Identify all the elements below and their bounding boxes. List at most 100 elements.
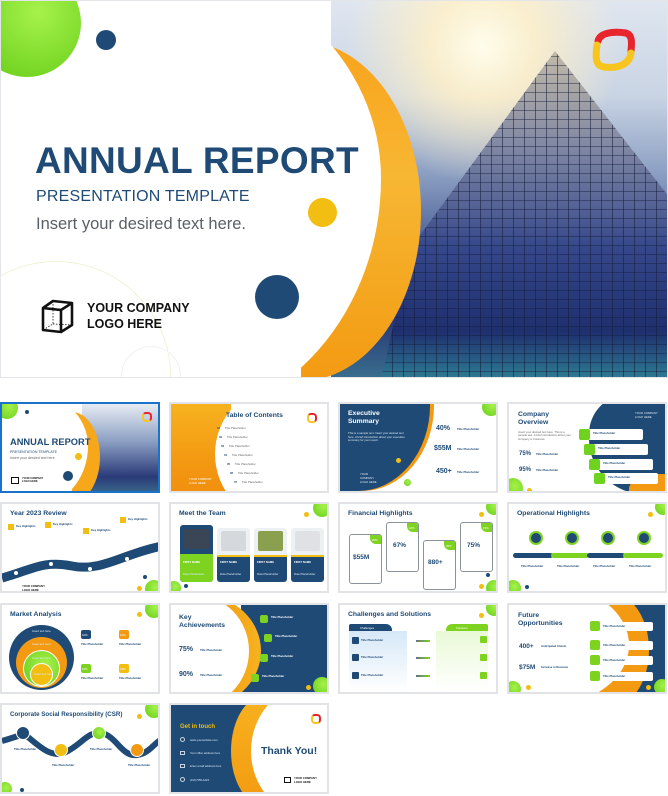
thumb-white-wave [2, 404, 88, 491]
stat-label: Title Placeholder [536, 468, 559, 472]
ring-label: Insert text here [32, 629, 51, 633]
thumb-body: This is a sample text. Insert your desir… [348, 431, 405, 443]
stat-tile [81, 664, 91, 673]
thumb-green-dot [482, 404, 496, 416]
solutions-header [446, 624, 488, 631]
solution-icon [480, 672, 487, 679]
thumb-yellow-dot [479, 584, 484, 589]
stat-value: 75% [519, 451, 532, 457]
thumb-green-dot [313, 677, 327, 692]
toc-label: Title Placeholder [229, 444, 250, 448]
thumb-yellow-dot [137, 586, 142, 591]
thumb-title: Operational Highlights [517, 510, 590, 517]
brand-logo-icon [592, 28, 635, 71]
slide-thumbnail-2[interactable]: Table of Contents 01 Title Placeholder 0… [169, 402, 329, 493]
brand-logo-icon [142, 412, 152, 422]
slide-thumbnail-5[interactable]: Year 2023 Review Key Highlights Key High… [0, 502, 160, 593]
thumb-company: YOUR COMPANY LOGO HERE [189, 477, 212, 485]
brand-logo-icon [307, 413, 317, 423]
item-card [581, 429, 643, 440]
thumb-navy-circle [63, 471, 73, 481]
team-card-bottom [291, 555, 324, 582]
yellow-dot-decoration [308, 198, 337, 227]
item-label: Title Placeholder [603, 624, 626, 628]
thumb-green-dot [486, 504, 496, 515]
item-card [593, 672, 653, 681]
csr-step-icon [92, 726, 106, 740]
fin-badge [444, 541, 455, 550]
thumb-navy-dot [143, 575, 147, 579]
thumb-navy-dot [525, 585, 529, 589]
slide-thumbnail-10[interactable]: Key Achievements 75% Title Placeholder 9… [169, 603, 329, 694]
slide-thumbnail-4[interactable]: Company Overview Insert your desired tex… [507, 402, 667, 493]
slide-thumbnail-3[interactable]: Executive Summary This is a sample text.… [338, 402, 498, 493]
toc-num: 05 [227, 462, 231, 466]
item-card [593, 641, 653, 650]
thumb-title: Executive [348, 410, 380, 417]
item-icon [584, 444, 595, 455]
thumb-green-dot [404, 479, 411, 486]
thumb-yellow-dot [648, 512, 653, 517]
slide-thumbnail-7[interactable]: Financial Highlights 25% $55M 12% 67% 45… [338, 502, 498, 593]
timeline-segment [587, 553, 625, 558]
stat-label: Title Placeholder [81, 642, 104, 646]
thumb-title: Challenges and Solutions [348, 611, 432, 618]
stat-value: 40% [436, 425, 451, 432]
thumb-title: Financial Highlights [348, 510, 413, 517]
solution-icon [480, 654, 487, 661]
thumb-title: Table of Contents [226, 412, 283, 419]
slide-thumbnail-13[interactable]: Corporate Social Responsibility (CSR) Ti… [0, 703, 160, 794]
member-role: Role Placeholder [294, 572, 316, 576]
quarter-badge [83, 528, 89, 534]
thumb-title: Market Analysis [10, 611, 62, 618]
item-label: Title Placeholder [271, 654, 294, 658]
member-name: FIRST NAME [294, 560, 312, 564]
team-photo [221, 531, 246, 551]
thumb-navy-dot [184, 584, 188, 588]
thumb-yellow-dot [479, 512, 484, 517]
stat-value: 400+ [519, 643, 534, 650]
company-name-line1: YOUR COMPANY [87, 301, 190, 315]
quarter-label: Key Highlights [91, 528, 111, 532]
slide-thumbnail-12[interactable]: Future Opportunities 400+ Anticipated Cl… [507, 603, 667, 694]
slide-thumbnail-8[interactable]: Operational Highlights Title Placeholder… [507, 502, 667, 593]
item-icon [590, 655, 600, 665]
slide-thumbnail-14[interactable]: Get in touch www.yourwebsite.com Your of… [169, 703, 329, 794]
slide-thumbnail-11[interactable]: Challenges and Solutions Challenges Solu… [338, 603, 498, 694]
challenge-label: Title Placeholder [361, 673, 384, 677]
arrow-icon [416, 640, 430, 642]
team-card-bottom [180, 554, 213, 582]
item-icon [590, 640, 600, 650]
item-icon [590, 621, 600, 631]
challenge-label: Title Placeholder [361, 655, 384, 659]
item-card [586, 444, 648, 455]
thumb-yellow-dot [304, 512, 309, 517]
item-label: Title Placeholder [262, 674, 285, 678]
stat-label: Anticipated Clients [541, 644, 567, 648]
quarter-badge [8, 524, 14, 530]
slide-thumbnail-6[interactable]: Meet the Team FIRST NAME Role Placeholde… [169, 502, 329, 593]
toc-num: 03 [221, 444, 225, 448]
stat-tile [119, 630, 129, 639]
thumb-company: YOUR COMPANY LOGO HERE [360, 472, 377, 484]
slide-thumbnail-9[interactable]: Market Analysis Insert text here Insert … [0, 603, 160, 694]
stat-label: Title Placeholder [119, 642, 142, 646]
globe-icon [180, 737, 185, 742]
thumb-green-dot [2, 404, 18, 419]
cube-logo-icon [284, 777, 291, 783]
item-label: Title Placeholder [603, 674, 626, 678]
thumb-green-dot [145, 705, 158, 718]
stat-label: Title Placeholder [457, 447, 480, 451]
arrow-icon [416, 675, 430, 677]
challenge-label: Title Placeholder [361, 638, 384, 642]
thumb-yellow-dot [396, 458, 401, 463]
thumb-company: YOUR COMPANY LOGO HERE [22, 584, 45, 592]
brand-logo-icon [311, 714, 321, 724]
challenges-header [349, 624, 392, 631]
slide-thumbnail-1[interactable]: ANNUAL REPORT PRESENTATION TEMPLATE Inse… [0, 402, 160, 493]
step-label: Title Placeholder [629, 564, 652, 568]
item-card [593, 656, 653, 665]
thumb-title: Year 2023 Review [10, 510, 67, 517]
quarter-label: Key Highlights [128, 517, 148, 521]
thumb-yellow-dot [526, 685, 531, 690]
